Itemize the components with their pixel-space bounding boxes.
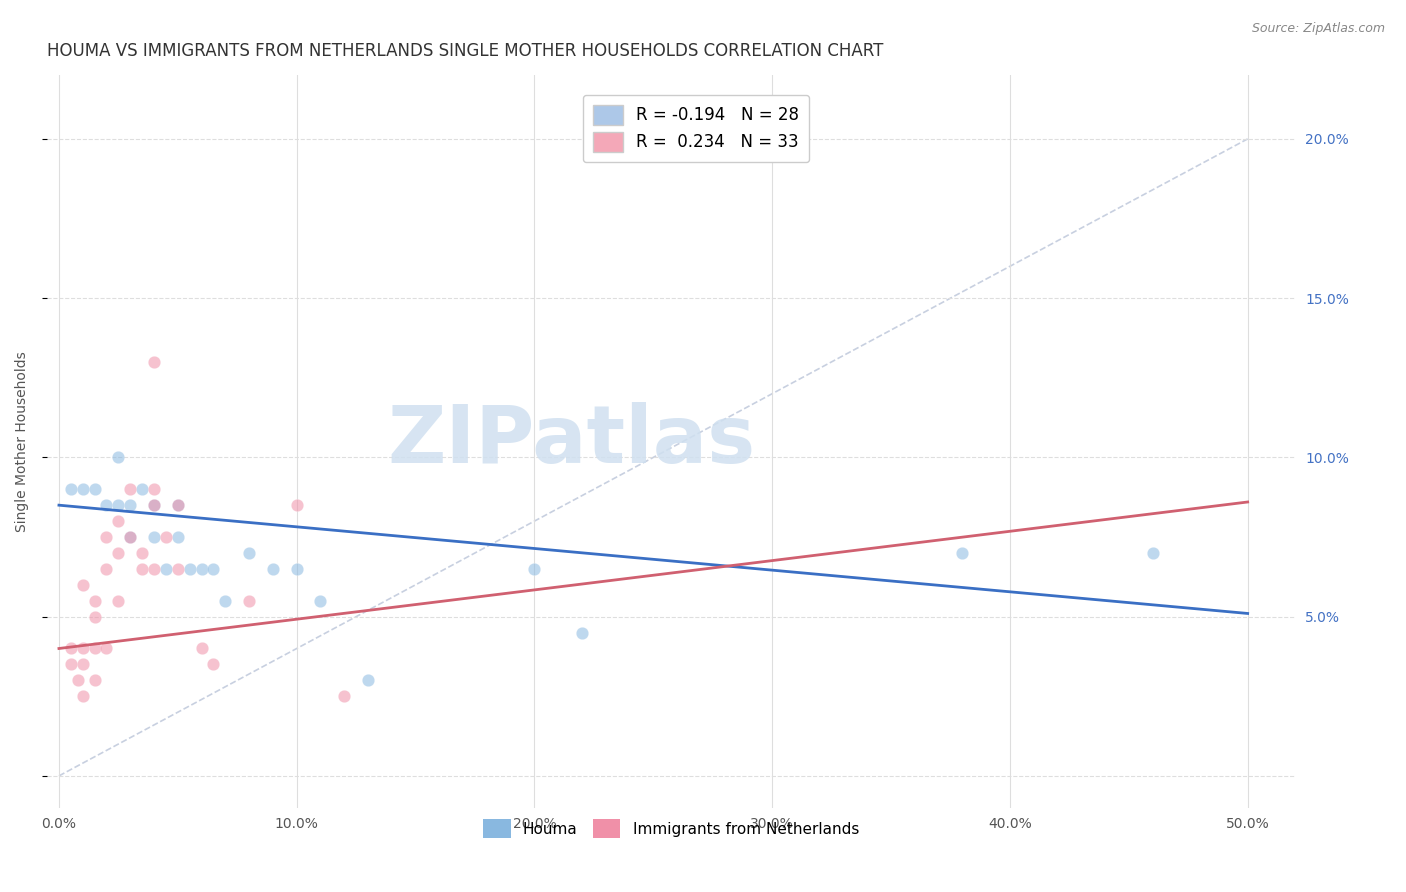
Point <box>107 593 129 607</box>
Point <box>83 482 105 496</box>
Point <box>96 530 118 544</box>
Point <box>166 498 188 512</box>
Point <box>190 562 212 576</box>
Point <box>120 530 142 544</box>
Text: ZIPatlas: ZIPatlas <box>387 402 755 481</box>
Point <box>107 450 129 465</box>
Point <box>131 482 153 496</box>
Point <box>72 657 94 672</box>
Point <box>72 578 94 592</box>
Point <box>72 690 94 704</box>
Point <box>238 546 260 560</box>
Point <box>238 593 260 607</box>
Point <box>309 593 332 607</box>
Point <box>107 546 129 560</box>
Point <box>262 562 284 576</box>
Point <box>285 562 308 576</box>
Text: HOUMA VS IMMIGRANTS FROM NETHERLANDS SINGLE MOTHER HOUSEHOLDS CORRELATION CHART: HOUMA VS IMMIGRANTS FROM NETHERLANDS SIN… <box>46 42 883 60</box>
Point <box>59 641 82 656</box>
Point <box>143 498 166 512</box>
Point <box>1142 546 1164 560</box>
Point <box>83 673 105 688</box>
Point <box>155 562 177 576</box>
Point <box>143 482 166 496</box>
Point <box>357 673 380 688</box>
Point <box>96 498 118 512</box>
Point <box>131 546 153 560</box>
Point <box>166 530 188 544</box>
Point <box>143 562 166 576</box>
Point <box>166 562 188 576</box>
Point <box>179 562 201 576</box>
Point <box>143 498 166 512</box>
Point <box>202 562 225 576</box>
Point <box>523 562 546 576</box>
Point <box>107 498 129 512</box>
Point <box>96 641 118 656</box>
Point <box>143 530 166 544</box>
Y-axis label: Single Mother Households: Single Mother Households <box>15 351 30 532</box>
Point <box>950 546 973 560</box>
Point <box>72 641 94 656</box>
Point <box>96 562 118 576</box>
Point <box>155 530 177 544</box>
Point <box>59 482 82 496</box>
Point <box>83 593 105 607</box>
Point <box>333 690 356 704</box>
Point <box>66 673 89 688</box>
Point <box>83 609 105 624</box>
Point <box>131 562 153 576</box>
Point <box>143 355 166 369</box>
Point <box>571 625 593 640</box>
Point <box>202 657 225 672</box>
Point <box>120 482 142 496</box>
Point <box>190 641 212 656</box>
Point <box>285 498 308 512</box>
Point <box>72 482 94 496</box>
Point <box>166 498 188 512</box>
Point <box>59 657 82 672</box>
Point <box>107 514 129 528</box>
Legend: Houma, Immigrants from Netherlands: Houma, Immigrants from Netherlands <box>477 814 865 844</box>
Point <box>83 641 105 656</box>
Point <box>120 498 142 512</box>
Text: Source: ZipAtlas.com: Source: ZipAtlas.com <box>1251 22 1385 36</box>
Point <box>120 530 142 544</box>
Point <box>214 593 236 607</box>
